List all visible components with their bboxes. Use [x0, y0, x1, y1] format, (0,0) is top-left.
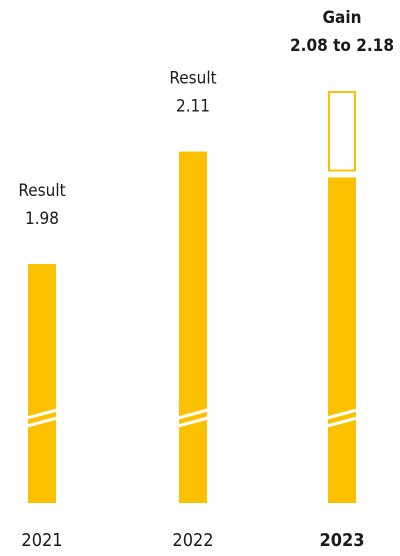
- annotation-value-2021: 1.98: [25, 209, 59, 229]
- tick-label-2021: 2021: [21, 530, 62, 551]
- axis-break-mark: [177, 408, 209, 420]
- annotation-title-2023: Gain: [323, 8, 362, 28]
- bar-2021: [28, 264, 56, 503]
- annotation-title-2022: Result: [169, 69, 216, 89]
- axis-break-mark: [326, 416, 358, 428]
- axis-break-mark: [177, 416, 209, 428]
- annotation-value-2022: 2.11: [176, 97, 210, 117]
- tick-label-2023: 2023: [319, 530, 364, 551]
- axis-break-mark: [26, 408, 58, 420]
- range-box-2023: [328, 91, 356, 172]
- annotation-value-2023: 2.08 to 2.18: [290, 36, 394, 56]
- axis-break-mark: [26, 416, 58, 428]
- tick-label-2022: 2022: [172, 530, 213, 551]
- annotation-title-2021: Result: [18, 181, 65, 201]
- bar-2022: [179, 151, 207, 504]
- bar-2023: [328, 177, 356, 503]
- axis-break-mark: [326, 408, 358, 420]
